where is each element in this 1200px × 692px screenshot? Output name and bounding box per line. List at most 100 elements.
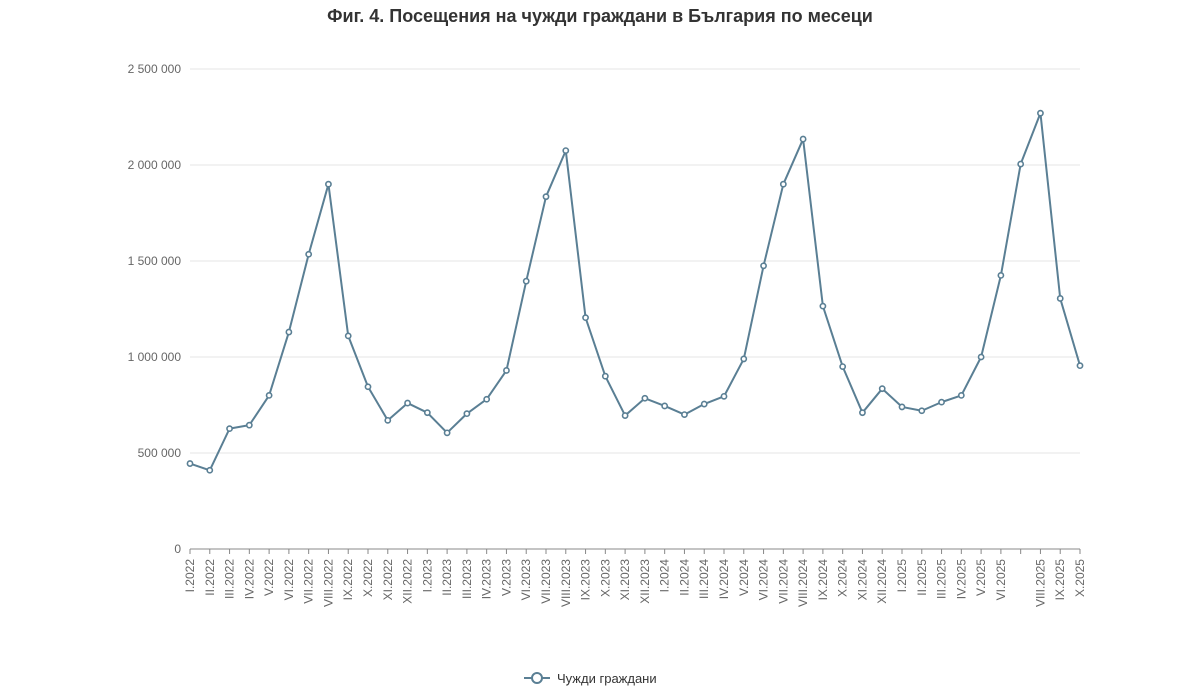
x-tick-label: XI.2024 [855,559,869,601]
data-point[interactable] [364,383,372,391]
series-layer [186,109,1084,474]
x-tick-label: IV.2022 [242,559,256,600]
data-point[interactable] [938,398,945,406]
data-point[interactable] [661,402,669,410]
data-point[interactable] [245,421,253,429]
x-tick-label: III.2024 [697,559,711,599]
x-tick-label: VII.2023 [539,559,553,604]
data-point[interactable] [839,363,847,370]
data-point[interactable] [1076,362,1084,370]
x-tick-label: V.2023 [499,559,513,596]
x-tick-label: I.2023 [420,559,434,593]
x-tick-label: VI.2022 [282,559,296,601]
x-tick-label: V.2024 [737,559,751,596]
data-point[interactable] [878,385,886,393]
data-point[interactable] [404,399,411,407]
data-point[interactable] [681,411,688,418]
data-point[interactable] [582,314,589,322]
x-tick-label: II.2025 [915,559,929,596]
data-point[interactable] [344,332,352,340]
data-point[interactable] [206,466,214,474]
x-tick-label: XII.2024 [875,559,889,604]
x-tick-label: I.2022 [183,559,197,593]
data-point[interactable] [542,193,550,201]
x-tick-label: XII.2022 [401,559,415,604]
y-tick-label: 1 000 000 [128,350,182,364]
data-point[interactable] [601,372,609,380]
data-point[interactable] [621,412,629,419]
data-point[interactable] [1017,160,1025,168]
data-point[interactable] [325,180,332,188]
x-tick-label: IX.2025 [1053,559,1067,601]
data-point[interactable] [720,392,728,400]
x-tick-label: II.2024 [677,559,691,596]
y-tick-label: 1 500 000 [128,254,182,268]
data-point[interactable] [918,407,926,415]
data-point[interactable] [226,425,233,433]
data-point[interactable] [997,271,1005,279]
data-point[interactable] [641,394,649,402]
chart-title: Фиг. 4. Посещения на чужди граждани в Бъ… [327,6,873,26]
data-point[interactable] [265,391,273,399]
legend-marker-icon [531,672,543,684]
y-tick-label: 0 [174,542,181,556]
x-tick-label: VI.2024 [757,559,771,601]
x-tick-label: IV.2023 [480,559,494,600]
data-point[interactable] [799,135,807,143]
x-tick-label: VIII.2022 [321,559,335,607]
data-point[interactable] [463,410,471,418]
legend[interactable]: Чужди граждани [524,671,657,686]
data-point[interactable] [977,353,985,361]
x-tick-label: VI.2023 [519,559,533,601]
data-point[interactable] [423,409,431,417]
data-point[interactable] [898,403,906,411]
x-tick-label: VIII.2024 [796,559,810,607]
data-point[interactable] [562,147,570,154]
x-tick-label: VI.2025 [994,559,1008,601]
data-point[interactable] [186,460,194,467]
x-tick-label: IV.2024 [717,559,731,600]
x-tick-label: XI.2022 [381,559,395,601]
x-tick-label: VIII.2023 [559,559,573,607]
x-tick-label: VII.2022 [302,559,316,604]
x-tick-label: I.2024 [658,559,672,593]
data-point[interactable] [483,395,491,403]
x-tick-label: I.2025 [895,559,909,593]
data-point[interactable] [522,277,530,285]
x-tick-label: III.2023 [460,559,474,599]
x-tick-label: X.2024 [836,559,850,597]
data-point[interactable] [503,367,510,374]
data-point[interactable] [779,180,787,188]
data-point[interactable] [859,409,866,417]
data-point[interactable] [700,400,708,408]
x-tick-label: V.2022 [262,559,276,596]
data-point[interactable] [305,250,313,258]
data-point[interactable] [760,262,767,270]
data-point[interactable] [819,302,827,310]
x-tick-label: X.2022 [361,559,375,597]
x-tick-label: II.2022 [203,559,217,596]
legend-label[interactable]: Чужди граждани [557,671,657,686]
data-point[interactable] [384,416,392,424]
data-point[interactable] [1037,109,1044,117]
x-tick-label: IX.2023 [579,559,593,601]
data-point[interactable] [285,328,293,336]
x-tick-label: III.2025 [935,559,949,599]
y-axis: 0 500 000 1 000 000 1 500 000 2 000 000 2 500… [128,62,182,556]
data-point[interactable] [1056,295,1064,302]
x-tick-label: XI.2023 [618,559,632,601]
data-point[interactable] [957,391,965,399]
x-tick-label: IV.2025 [954,559,968,600]
x-axis: I.2022 II.2022 III.2022 IV.2022 V.2022 VI.202… [183,548,1087,607]
y-tick-label: 2 500 000 [128,62,182,76]
x-tick-label: XII.2023 [638,559,652,604]
x-tick-label: X.2023 [598,559,612,597]
data-point[interactable] [443,429,451,437]
x-tick-label: IX.2024 [816,559,830,601]
data-point[interactable] [740,355,748,363]
x-tick-label: IX.2022 [341,559,355,601]
x-tick-label: V.2025 [974,559,988,596]
series-line [189,112,1081,472]
x-tick-label: VII.2024 [776,559,790,604]
